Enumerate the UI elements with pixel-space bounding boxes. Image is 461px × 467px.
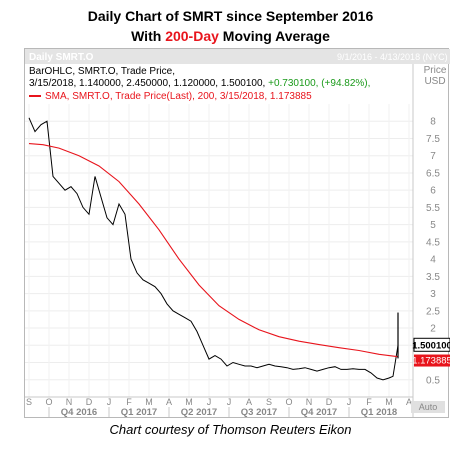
y-tick-label: 2.5 [426,306,440,317]
x-month-label: D [326,397,333,407]
y-tick-label: 5 [430,220,436,231]
y-tick-label: 8 [430,117,436,128]
last-sma-label: 1.173885 [412,356,450,367]
y-tick-label: 6.5 [426,168,440,179]
x-month-label: M [185,397,193,407]
y-tick-label: 0.5 [426,375,440,386]
sma-series-line [28,143,399,358]
legend-bar-line2: 3/15/2018, 1.140000, 2.450000, 1.120000,… [29,78,370,89]
y-tick-label: 6 [430,186,436,197]
chart-date-range: 9/1/2016 - 4/13/2018 (NYC) [337,52,448,62]
x-quarter-label: Q1 2017 [121,407,157,418]
last-sma-tag [414,354,450,367]
currency-label: USD [424,76,445,87]
x-month-label: N [306,397,313,407]
x-month-label: J [107,397,112,407]
y-tick-label: 7 [430,151,436,162]
legend-bar-change: +0.730100, (+94.82%), [265,78,370,89]
auto-label[interactable]: Auto [419,402,438,412]
chart-title: Daily Chart of SMRT since September 2016 [87,8,374,24]
x-axis: S O N D J F M A M J J A S O N D J F M A Q4 2016 Q1 2017 Q2 201… [25,396,413,418]
chart-subtitle: With 200-Day Moving Average [0,28,461,44]
auto-button[interactable] [411,401,445,413]
x-month-label: S [266,397,272,407]
subtitle-suffix: Moving Average [218,28,330,44]
y-tick-label: 2 [430,324,436,335]
y-tick-label: 7.5 [426,134,440,145]
x-month-label: M [385,397,393,407]
price-chart[interactable]: Daily SMRT.O 9/1/2016 - 4/13/2018 (NYC) … [25,49,450,419]
x-quarter-label: Q4 2017 [301,407,337,418]
y-tick-label: 4.5 [426,237,440,248]
x-quarter-label: Q4 2016 [61,407,97,418]
x-month-label: J [227,397,232,407]
gridlines [25,104,413,397]
x-month-label: F [366,397,372,407]
x-month-label: M [145,397,153,407]
plot-area [28,117,399,381]
price-axis-label: Price [424,65,447,76]
x-month-label: J [207,397,212,407]
y-tick-label: 4 [430,255,436,266]
chart-caption: Chart courtesy of Thomson Reuters Eikon [109,422,352,437]
x-month-label: J [347,397,352,407]
x-month-label: D [86,397,93,407]
subtitle-accent: 200-Day [165,28,219,44]
legend-sma-line: SMA, SMRT.O, Trade Price(Last), 200, 3/1… [45,91,312,102]
x-month-label: F [126,397,132,407]
x-month-label: S [26,397,32,407]
chart-frame[interactable]: Daily SMRT.O 9/1/2016 - 4/13/2018 (NYC) … [24,48,450,419]
x-month-label: A [246,397,252,407]
subtitle-prefix: With [131,28,166,44]
last-price-tag [413,337,450,352]
x-month-label: O [285,397,292,407]
legend-bar-line1: BarOHLC, SMRT.O, Trade Price, [29,66,175,77]
price-series-line [28,117,399,381]
x-quarter-label: Q3 2017 [241,407,277,418]
x-month-label: A [406,397,412,407]
y-tick-label: 5.5 [426,203,440,214]
chart-header-band [25,49,450,64]
price-tags: 1.500100 1.173885 [412,337,450,367]
x-month-label: N [66,397,73,407]
chart-name: Daily SMRT.O [29,52,94,63]
x-month-label: O [45,397,52,407]
x-quarter-label: Q2 2017 [181,407,217,418]
y-tick-label: 3.5 [426,272,440,283]
last-price-label: 1.500100 [412,340,450,351]
x-quarter-label: Q1 2018 [361,407,397,418]
legend-bar-values: 3/15/2018, 1.140000, 2.450000, 1.120000,… [29,78,265,89]
y-axis: 0.511.522.533.544.555.566.577.58 [412,64,440,417]
y-tick-label: 3 [430,289,436,300]
x-month-label: A [166,397,172,407]
